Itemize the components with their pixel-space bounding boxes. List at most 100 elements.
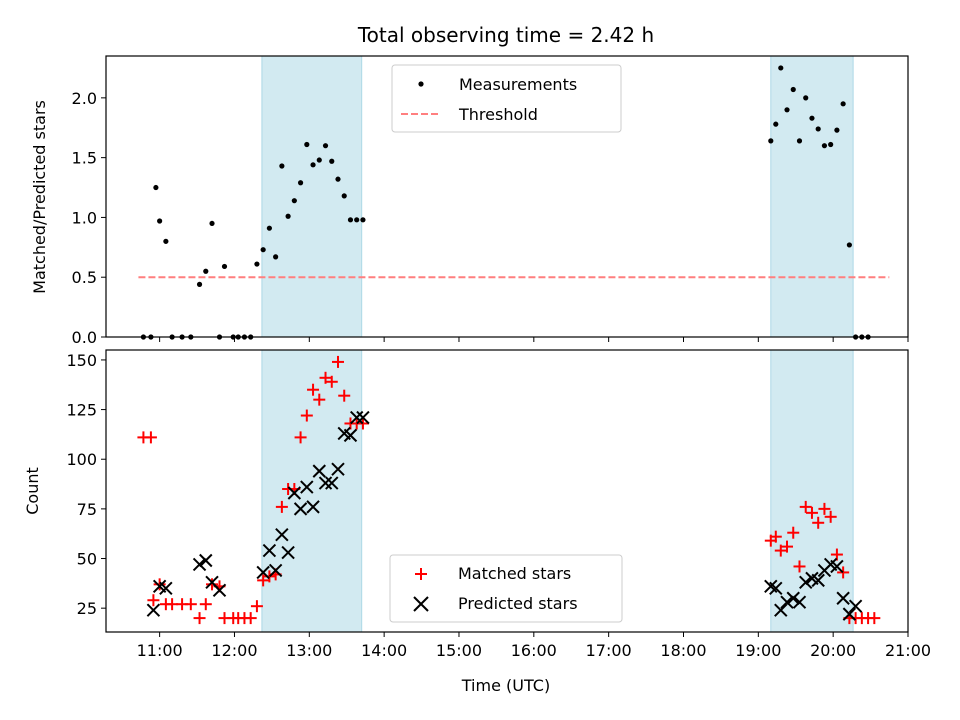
predicted-star-point xyxy=(830,559,844,574)
predicted-star-point xyxy=(343,428,358,443)
matched-star-point xyxy=(147,594,160,607)
measurement-point xyxy=(266,225,272,231)
predicted-star-point xyxy=(811,573,825,588)
matched-star-point xyxy=(787,526,800,539)
measurement-point xyxy=(254,261,260,267)
y-tick-label: 100 xyxy=(66,450,97,469)
matched-star-point xyxy=(769,530,782,543)
matched-star-point xyxy=(319,371,332,384)
bottom-legend-box xyxy=(389,554,623,623)
bottom-legend: Matched stars Predicted stars xyxy=(389,554,623,623)
measurement-point xyxy=(203,268,209,274)
y-tick-label: 0.5 xyxy=(72,268,97,287)
x-tick-label: 19:00 xyxy=(735,641,781,660)
top-legend-box xyxy=(391,64,622,133)
measurement-point xyxy=(285,213,291,219)
matched-star-point xyxy=(805,506,818,519)
legend-measurements-marker xyxy=(418,81,424,87)
top-y-axis-label: Matched/Predicted stars xyxy=(30,100,49,294)
bottom-y-axis-label: Count xyxy=(23,467,42,515)
matched-star-point xyxy=(144,431,157,444)
measurement-point xyxy=(304,141,310,148)
measurement-point xyxy=(322,143,329,149)
measurement-point xyxy=(297,180,304,186)
matched-star-point xyxy=(300,409,313,422)
chart-title: Total observing time = 2.42 h xyxy=(357,23,654,47)
measurement-point xyxy=(803,95,809,101)
predicted-star-point xyxy=(842,607,857,621)
x-tick-label: 21:00 xyxy=(885,641,931,660)
measurement-point xyxy=(196,281,203,287)
matched-star-point xyxy=(153,578,166,591)
x-tick-label: 15:00 xyxy=(436,641,482,660)
predicted-star-point xyxy=(325,476,339,490)
measurement-point xyxy=(347,217,354,223)
matched-star-point xyxy=(837,566,850,579)
predicted-star-point xyxy=(159,581,173,596)
matched-star-point xyxy=(781,540,794,553)
measurement-point xyxy=(796,138,803,144)
x-tick-label: 18:00 xyxy=(660,641,706,660)
bottom-panel: 25 50 75 100 125 150 11:00 12:00 13:00 14:00 15:0… xyxy=(23,349,931,695)
predicted-star-point xyxy=(293,502,308,516)
legend-matched-label: Matched stars xyxy=(458,564,571,583)
bottom-axes-frame xyxy=(105,349,909,633)
matched-star-point xyxy=(793,560,806,573)
measurement-point xyxy=(354,217,360,223)
y-tick-label: 25 xyxy=(77,599,97,618)
y-tick-label: 150 xyxy=(66,351,97,370)
matched-star-point xyxy=(338,389,351,402)
measurement-point xyxy=(773,121,779,127)
matched-star-point xyxy=(331,355,344,368)
measurement-point xyxy=(360,217,366,223)
y-tick-label: 50 xyxy=(77,550,97,569)
top-axes-frame xyxy=(105,55,909,338)
predicted-star-point xyxy=(780,595,794,609)
matched-star-point xyxy=(184,598,197,611)
predicted-star-point xyxy=(281,545,295,560)
measurement-point xyxy=(260,247,266,253)
predicted-star-point xyxy=(331,462,345,476)
measurement-point xyxy=(834,127,840,133)
predicted-star-point xyxy=(312,464,326,478)
measurement-point xyxy=(846,242,852,248)
matched-star-point xyxy=(257,574,270,587)
predicted-star-point xyxy=(774,603,788,617)
measurement-point xyxy=(329,158,335,164)
x-tick-label: 13:00 xyxy=(286,641,332,660)
measurement-point xyxy=(784,107,790,113)
matched-star-point xyxy=(294,431,307,444)
predicted-star-point xyxy=(836,591,850,605)
legend-predicted-label: Predicted stars xyxy=(458,594,578,613)
y-tick-label: 0.0 xyxy=(72,328,97,347)
matched-star-point xyxy=(824,510,837,523)
predicted-star-point xyxy=(275,527,289,542)
predicted-star-point xyxy=(287,486,302,500)
x-tick-label: 12:00 xyxy=(211,641,257,660)
legend-matched-marker xyxy=(415,568,427,580)
predicted-star-point xyxy=(268,563,283,578)
matched-star-point xyxy=(356,417,369,430)
measurement-point xyxy=(828,141,834,148)
matched-star-point xyxy=(325,375,338,388)
y-tick-label: 125 xyxy=(66,401,97,420)
predicted-star-point xyxy=(199,553,213,568)
matched-star-point xyxy=(206,578,219,591)
bottom-y-axis: 25 50 75 100 125 150 xyxy=(66,351,106,618)
matched-star-point xyxy=(307,383,320,396)
predicted-star-point xyxy=(848,599,863,613)
y-tick-label: 1.5 xyxy=(72,149,97,168)
measurement-point xyxy=(209,220,215,227)
measurement-point xyxy=(778,65,784,71)
x-tick-label: 17:00 xyxy=(586,641,632,660)
measurement-point xyxy=(279,163,285,169)
x-tick-label: 11:00 xyxy=(137,641,183,660)
predicted-star-point xyxy=(792,595,807,609)
measurement-point xyxy=(840,101,846,107)
measurement-point xyxy=(163,238,169,244)
matched-star-point xyxy=(774,544,787,557)
matched-star-point xyxy=(275,500,288,513)
matched-star-point xyxy=(263,570,276,583)
matched-star-point xyxy=(313,393,326,406)
measurement-point xyxy=(341,193,347,199)
